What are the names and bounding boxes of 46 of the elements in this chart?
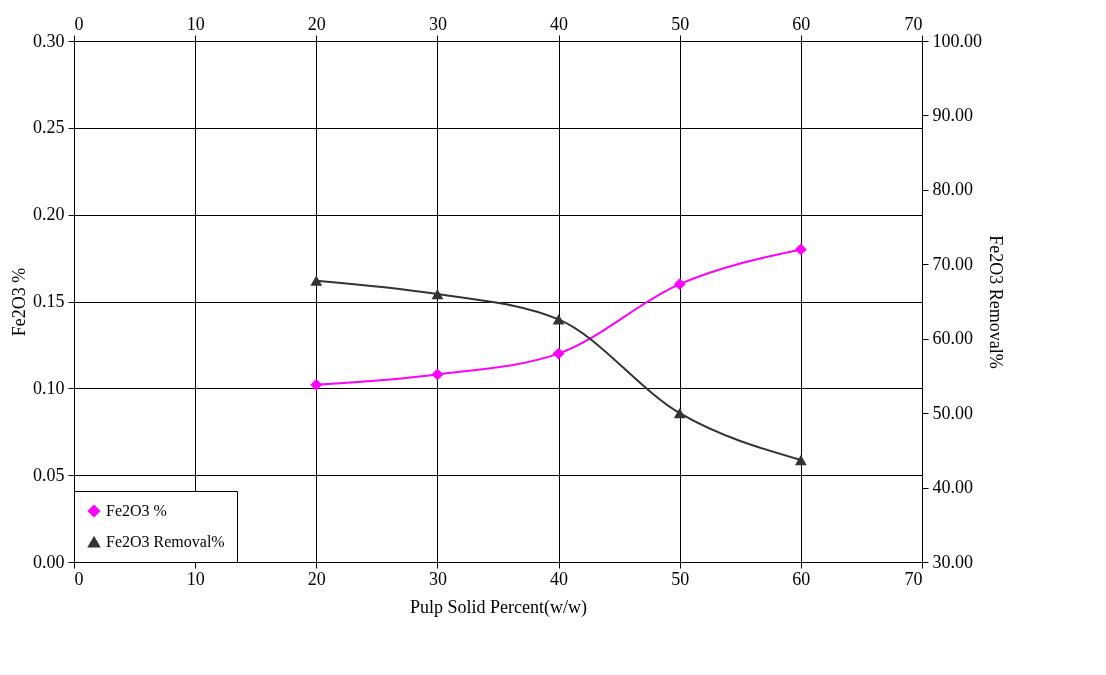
x-axis-title: Pulp Solid Percent(w/w) xyxy=(410,596,587,618)
y2-tick-label: 100.00 xyxy=(932,30,982,51)
legend-label: Fe2O3 % xyxy=(106,502,167,519)
legend-label: Fe2O3 Removal% xyxy=(106,533,225,550)
y-tick-label: 0.25 xyxy=(33,117,65,138)
x-tick-label: 10 xyxy=(186,568,205,589)
point xyxy=(431,288,444,300)
x2-tick-label: 20 xyxy=(307,13,326,34)
x-tick-label: 40 xyxy=(550,568,569,589)
point xyxy=(673,278,686,291)
point xyxy=(552,347,565,360)
y-tick-label: 0.05 xyxy=(33,464,65,485)
point xyxy=(794,454,807,466)
y2-tick-label: 60.00 xyxy=(932,328,973,349)
x2-tick-label: 10 xyxy=(186,13,205,34)
y2-tick-label: 70.00 xyxy=(932,253,973,274)
y2-axis-title: Fe2O3 Removal% xyxy=(986,235,1006,369)
x2-tick-label: 30 xyxy=(428,13,447,34)
x2-tick-label: 60 xyxy=(792,13,811,34)
x-tick-label: 20 xyxy=(307,568,326,589)
y-tick-label: 0.30 xyxy=(33,30,65,51)
y2-tick-label: 80.00 xyxy=(932,179,973,200)
y2-tick-label: 40.00 xyxy=(932,477,973,498)
point xyxy=(794,243,807,256)
x-tick-label: 50 xyxy=(671,568,690,589)
y-axis-title: Fe2O3 % xyxy=(9,267,29,337)
point xyxy=(310,378,323,391)
y-tick-label: 0.00 xyxy=(33,551,65,572)
y-tick-label: 0.15 xyxy=(33,291,65,311)
x-tick-label: 0 xyxy=(74,568,84,589)
x-tick-label: 70 xyxy=(904,568,923,589)
x-tick-label: 30 xyxy=(428,568,447,589)
y2-tick-label: 90.00 xyxy=(932,104,973,125)
x2-tick-label: 50 xyxy=(671,13,690,34)
y-tick-label: 0.10 xyxy=(33,377,65,398)
x-tick-label: 60 xyxy=(792,568,811,589)
point xyxy=(552,314,565,325)
point xyxy=(431,368,444,381)
point xyxy=(310,275,323,286)
x2-tick-label: 0 xyxy=(74,13,84,34)
x2-tick-label: 70 xyxy=(904,13,923,34)
y-tick-label: 0.20 xyxy=(33,204,65,225)
y2-tick-label: 30.00 xyxy=(932,551,973,572)
y2-tick-label: 50.00 xyxy=(932,402,973,423)
point xyxy=(673,408,686,419)
x2-tick-label: 40 xyxy=(550,13,569,34)
